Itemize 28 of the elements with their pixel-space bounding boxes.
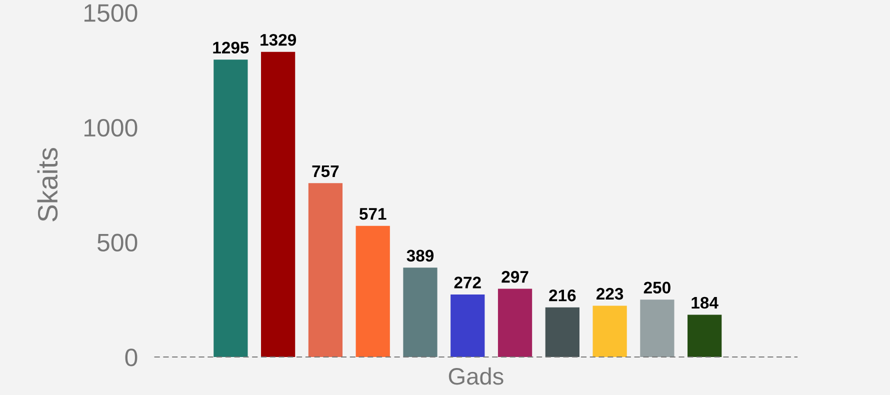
data-label: 250 (644, 282, 670, 294)
data-label: 1329 (260, 34, 296, 46)
bar (403, 268, 438, 357)
data-label: 223 (596, 288, 624, 300)
bar (592, 306, 627, 357)
data-label: 1295 (213, 42, 249, 54)
bar (356, 226, 390, 357)
y-tick-label: 500 (97, 234, 138, 252)
data-label: 184 (692, 296, 718, 309)
y-tick-label: 1500 (84, 4, 138, 22)
bar (545, 307, 580, 357)
bar (688, 314, 722, 357)
y-tick-label: 0 (125, 348, 138, 366)
bar (214, 60, 248, 357)
data-label: 272 (454, 276, 481, 288)
bar (261, 52, 296, 357)
data-label: 389 (406, 250, 434, 262)
bar (498, 288, 532, 357)
y-axis-title: Skaits (37, 148, 58, 222)
bar (450, 294, 485, 357)
data-label: 757 (312, 165, 339, 178)
data-label: 216 (549, 290, 576, 302)
y-tick-label: 1000 (84, 118, 138, 137)
bar (640, 300, 674, 357)
x-axis-title: Gads (448, 367, 504, 385)
bar (308, 183, 343, 357)
data-label: 571 (359, 208, 386, 220)
data-label: 297 (502, 270, 528, 283)
